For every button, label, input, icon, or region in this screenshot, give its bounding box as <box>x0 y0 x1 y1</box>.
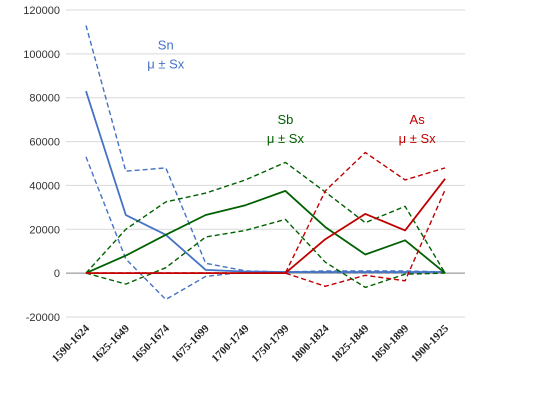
y-tick-label: 120000 <box>23 5 60 17</box>
annotation-sn-stat: μ ± Sx <box>147 56 185 71</box>
series-line-as_lower <box>86 189 446 287</box>
series-lines <box>85 25 446 301</box>
annotations: Sn μ ± Sx Sb μ ± Sx As μ ± Sx <box>147 37 436 146</box>
y-tick-label: 40000 <box>29 180 60 192</box>
y-tick-label: 0 <box>54 268 60 280</box>
y-tick-label: 20000 <box>29 224 60 236</box>
x-tick-label: 1850-1899 <box>369 322 412 365</box>
annotation-as-name: As <box>410 112 426 127</box>
x-axis-ticks: 1590-16241625-16491650-16741675-16991700… <box>50 322 452 365</box>
x-tick-label: 1650-1674 <box>130 322 173 365</box>
series-line-sn_upper <box>85 25 446 273</box>
y-tick-label: 80000 <box>29 93 60 105</box>
x-tick-label: 1900-1925 <box>409 322 452 365</box>
annotation-as-stat: μ ± Sx <box>399 131 437 146</box>
series-line-sn_lower <box>85 156 446 301</box>
annotation-sb-stat: μ ± Sx <box>267 131 305 146</box>
x-tick-label: 1590-1624 <box>50 322 93 365</box>
x-tick-label: 1700-1749 <box>209 322 252 365</box>
x-tick-label: 1825-1849 <box>329 322 372 365</box>
y-axis-ticks: -20000 0 20000 40000 60000 80000 100000 120000 <box>23 5 60 324</box>
x-tick-label: 1750-1799 <box>249 322 292 365</box>
y-tick-label: -20000 <box>26 312 60 324</box>
y-tick-label: 60000 <box>29 137 60 149</box>
x-tick-label: 1625-1649 <box>90 322 133 365</box>
x-tick-label: 1675-1699 <box>170 322 213 365</box>
x-tick-label: 1800-1824 <box>289 322 332 365</box>
annotation-sn-name: Sn <box>158 37 174 52</box>
series-line-as_mean <box>86 178 446 275</box>
annotation-sb-name: Sb <box>277 112 293 127</box>
series-line-sb_lower <box>85 218 446 289</box>
series-line-sb_upper <box>85 161 446 274</box>
series-line-sb_mean <box>85 189 446 274</box>
y-tick-label: 100000 <box>23 49 60 61</box>
